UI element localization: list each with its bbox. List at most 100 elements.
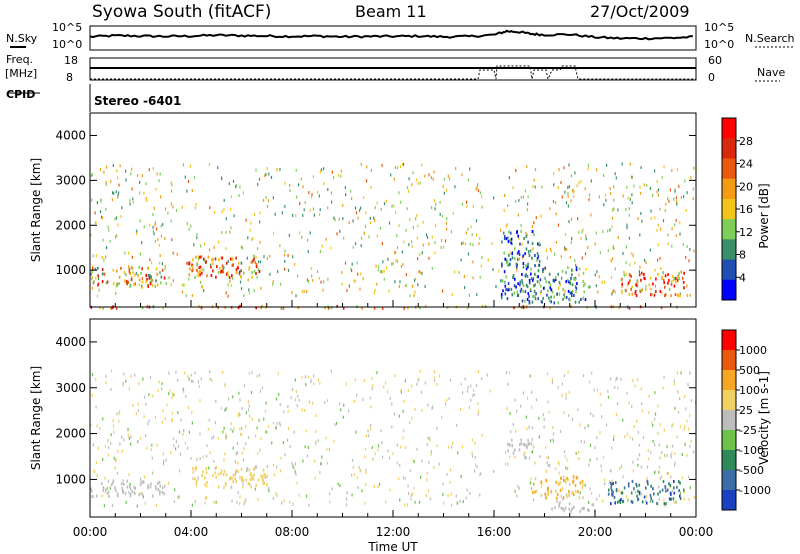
range-cell	[500, 294, 503, 298]
range-cell	[206, 454, 208, 458]
range-cell	[663, 279, 665, 282]
range-cell	[351, 197, 353, 201]
range-cell	[91, 276, 93, 280]
range-cell	[294, 262, 296, 266]
range-cell	[264, 174, 266, 178]
range-cell	[514, 489, 516, 493]
range-cell	[693, 166, 695, 170]
range-cell	[362, 277, 364, 281]
range-cell	[567, 278, 569, 282]
range-cell	[671, 244, 673, 248]
range-cell	[621, 282, 623, 286]
range-cell	[247, 482, 250, 485]
range-cell	[523, 442, 526, 446]
range-cell	[101, 482, 103, 486]
colorbar-tick-label: 100	[739, 384, 760, 397]
range-cell	[626, 432, 629, 436]
range-cell	[670, 475, 672, 479]
range-cell	[681, 453, 683, 456]
range-cell	[657, 432, 659, 435]
range-cell	[529, 481, 532, 485]
range-cell	[261, 386, 263, 390]
range-cell	[130, 266, 133, 270]
range-cell	[320, 280, 322, 284]
range-cell	[564, 289, 566, 293]
range-cell	[232, 395, 234, 399]
range-cell	[639, 265, 641, 269]
range-cell	[445, 221, 447, 225]
range-cell	[416, 236, 418, 240]
range-cell	[617, 208, 619, 212]
range-cell	[573, 277, 575, 281]
cpid-value: Stereo -6401	[94, 94, 181, 108]
range-cell	[446, 188, 448, 192]
range-cell	[674, 189, 676, 193]
range-cell	[344, 186, 346, 190]
range-cell	[551, 290, 554, 294]
colorbar-tick-label: 1000	[739, 344, 767, 357]
range-cell	[242, 458, 245, 462]
range-cell	[617, 386, 619, 390]
range-cell	[130, 167, 133, 171]
range-cell	[563, 509, 565, 513]
range-cell	[654, 169, 656, 173]
range-cell	[566, 476, 568, 480]
range-cell	[572, 479, 575, 483]
range-cell	[526, 446, 528, 449]
range-cell	[95, 221, 97, 225]
range-cell	[114, 466, 116, 470]
range-cell	[442, 289, 444, 293]
range-cell	[248, 288, 250, 292]
range-cell	[620, 498, 622, 502]
range-cell	[231, 274, 233, 278]
range-cell	[602, 499, 604, 503]
range-cell	[544, 492, 546, 496]
range-cell	[396, 259, 398, 263]
range-cell	[225, 432, 227, 436]
range-cell	[404, 379, 406, 383]
range-cell	[194, 466, 197, 470]
range-cell	[141, 276, 143, 280]
range-cell	[568, 507, 570, 511]
nave-label: Nave	[757, 66, 785, 79]
range-cell	[215, 399, 217, 403]
range-cell	[689, 486, 691, 490]
range-cell	[547, 400, 549, 404]
range-cell	[229, 476, 232, 480]
range-cell	[641, 500, 644, 504]
range-cell	[97, 446, 99, 450]
range-cell	[178, 430, 181, 434]
range-cell	[626, 185, 628, 189]
range-cell	[514, 455, 516, 459]
range-cell	[460, 475, 462, 478]
range-cell	[544, 276, 546, 280]
range-cell	[666, 472, 668, 475]
range-cell	[518, 487, 520, 490]
range-cell	[354, 279, 356, 283]
range-cell	[215, 465, 217, 469]
range-cell	[184, 175, 186, 179]
range-cell	[124, 492, 127, 496]
colorbar-tick-label: 28	[739, 135, 753, 148]
range-cell	[669, 485, 671, 489]
range-cell	[370, 405, 372, 409]
range-cell	[609, 228, 611, 232]
range-cell	[412, 226, 414, 229]
range-cell	[297, 394, 299, 398]
range-cell	[547, 456, 550, 460]
range-cell	[243, 294, 245, 297]
range-cell	[430, 176, 432, 180]
range-cell	[218, 258, 220, 262]
range-cell	[495, 285, 497, 288]
range-cell	[636, 419, 638, 423]
range-cell	[632, 469, 634, 473]
range-cell	[204, 483, 206, 487]
range-cell	[568, 502, 571, 506]
range-cell	[601, 415, 603, 419]
range-cell	[516, 263, 518, 267]
range-cell	[117, 449, 119, 453]
range-cell	[530, 487, 533, 490]
range-cell	[253, 269, 256, 273]
range-cell	[512, 274, 515, 277]
range-cell	[578, 181, 580, 185]
